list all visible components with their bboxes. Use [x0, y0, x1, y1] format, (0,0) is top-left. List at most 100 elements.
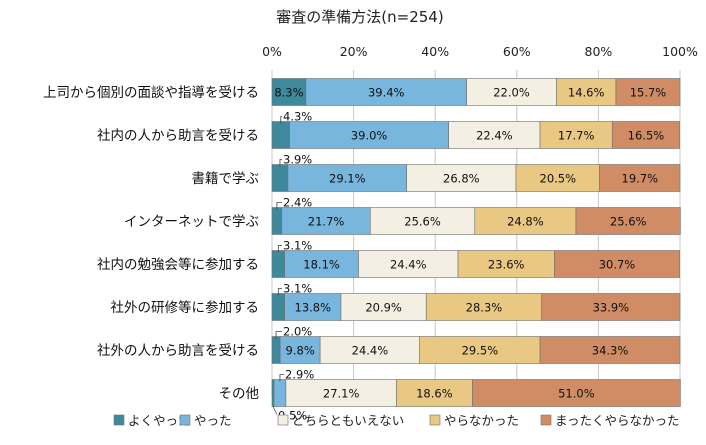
- data-label: 3.1%: [283, 239, 312, 253]
- bar-segment: [396, 379, 473, 407]
- data-label: 4.3%: [283, 110, 312, 124]
- data-label: 51.0%: [558, 387, 595, 401]
- x-tick-label: 100%: [662, 44, 698, 59]
- data-label: 29.1%: [329, 172, 366, 186]
- category-label: 上司から個別の面談や指導を受ける: [43, 85, 259, 101]
- bar-segment: [284, 293, 342, 321]
- x-axis-ticks: 0% 20% 40% 60% 80% 100%: [262, 44, 698, 59]
- leader-line: [280, 116, 282, 124]
- legend-swatch: [113, 414, 125, 426]
- data-label: 22.4%: [476, 129, 513, 143]
- bar-segment: [340, 293, 427, 321]
- bar-segment: [287, 164, 407, 192]
- bar-segment: [539, 121, 613, 149]
- data-label: 3.1%: [283, 282, 312, 296]
- data-label: 25.6%: [610, 215, 647, 229]
- data-label: 13.8%: [295, 301, 332, 315]
- legend-label: やった: [194, 413, 232, 428]
- bar-segment: [419, 336, 541, 364]
- bar-segment: [271, 336, 281, 364]
- bar-segment: [273, 379, 287, 407]
- leader-line: [276, 202, 282, 210]
- bar-segment: [284, 250, 359, 278]
- bar-segment: [279, 336, 321, 364]
- data-label: 8.3%: [274, 86, 303, 100]
- bar-segment: [285, 379, 397, 407]
- bar-segment: [541, 293, 681, 321]
- bar-segment: [457, 250, 555, 278]
- bar-segment: [472, 379, 681, 407]
- x-tick-label: 40%: [421, 44, 449, 59]
- legend-swatch: [179, 414, 191, 426]
- data-label: 2.0%: [283, 325, 312, 339]
- bar-segment: [615, 78, 681, 106]
- category-label: 社内の人から助言を受ける: [97, 128, 259, 144]
- data-label: 24.4%: [390, 258, 427, 272]
- data-label: 39.0%: [351, 129, 388, 143]
- bar-segment: [448, 121, 541, 149]
- data-label: 21.7%: [308, 215, 345, 229]
- bar-segment: [406, 164, 517, 192]
- bars: [271, 78, 681, 407]
- data-label: 15.7%: [630, 86, 667, 100]
- leader-line: [275, 331, 282, 339]
- bar-segment: [271, 78, 307, 106]
- bar-segment: [281, 207, 371, 235]
- data-label: 22.0%: [493, 86, 530, 100]
- data-label: 19.7%: [622, 172, 659, 186]
- legend: よくやった やった どちらともいえない やらなかった まったくやらなかった: [113, 413, 680, 428]
- data-label: 14.6%: [568, 86, 605, 100]
- chart-title: 審査の準備方法(n=254): [276, 8, 443, 26]
- x-tick-label: 0%: [262, 44, 282, 59]
- leader-line: [272, 406, 278, 415]
- legend-swatch: [277, 414, 289, 426]
- bar-segment: [556, 78, 617, 106]
- bar-segment: [271, 293, 285, 321]
- data-label: 2.4%: [283, 196, 312, 210]
- leader-line: [277, 245, 282, 253]
- category-label: 社内の勉強会等に参加する: [97, 256, 259, 273]
- bar-segment: [271, 207, 283, 235]
- bar-segment: [319, 336, 420, 364]
- data-label: 3.9%: [283, 153, 312, 167]
- data-label: 30.7%: [599, 258, 636, 272]
- bar-segment: [539, 336, 681, 364]
- data-label: 26.8%: [443, 172, 480, 186]
- data-label: 27.1%: [323, 387, 360, 401]
- bar-segment: [611, 121, 680, 149]
- bar-segment: [289, 121, 449, 149]
- data-label: 39.4%: [368, 86, 405, 100]
- leader-line: [277, 288, 282, 296]
- leader-line: [279, 374, 285, 382]
- category-label: 書籍で学ぶ: [192, 170, 260, 187]
- category-label: 社外の研修等に参加する: [111, 299, 260, 316]
- data-label: 9.8%: [286, 344, 315, 358]
- bar-segment: [474, 207, 577, 235]
- data-label: 29.5%: [462, 344, 499, 358]
- data-label: 34.3%: [592, 344, 629, 358]
- bar-segment: [271, 250, 285, 278]
- data-label: 20.5%: [540, 172, 577, 186]
- data-label: 28.3%: [466, 301, 503, 315]
- data-label: 2.9%: [285, 368, 314, 382]
- data-label: 24.8%: [507, 215, 544, 229]
- legend-swatch: [429, 414, 441, 426]
- legend-label: まったくやらなかった: [555, 413, 680, 428]
- leader-line: [279, 159, 282, 167]
- bar-segment: [370, 207, 476, 235]
- data-label: 33.9%: [593, 301, 630, 315]
- x-tick-label: 20%: [340, 44, 368, 59]
- bar-segment: [554, 250, 680, 278]
- category-label: インターネットで学ぶ: [124, 214, 259, 230]
- data-label: 16.5%: [628, 129, 665, 143]
- data-label: 23.6%: [488, 258, 525, 272]
- bar-segment: [271, 121, 290, 149]
- data-label: 20.9%: [365, 301, 402, 315]
- bar-segment: [515, 164, 600, 192]
- category-labels: 上司から個別の面談や指導を受ける社内の人から助言を受ける書籍で学ぶインターネット…: [43, 85, 259, 402]
- legend-label: やらなかった: [444, 413, 519, 428]
- bar-segment: [271, 379, 275, 407]
- legend-label: どちらともいえない: [292, 413, 404, 428]
- data-label: 18.6%: [416, 387, 453, 401]
